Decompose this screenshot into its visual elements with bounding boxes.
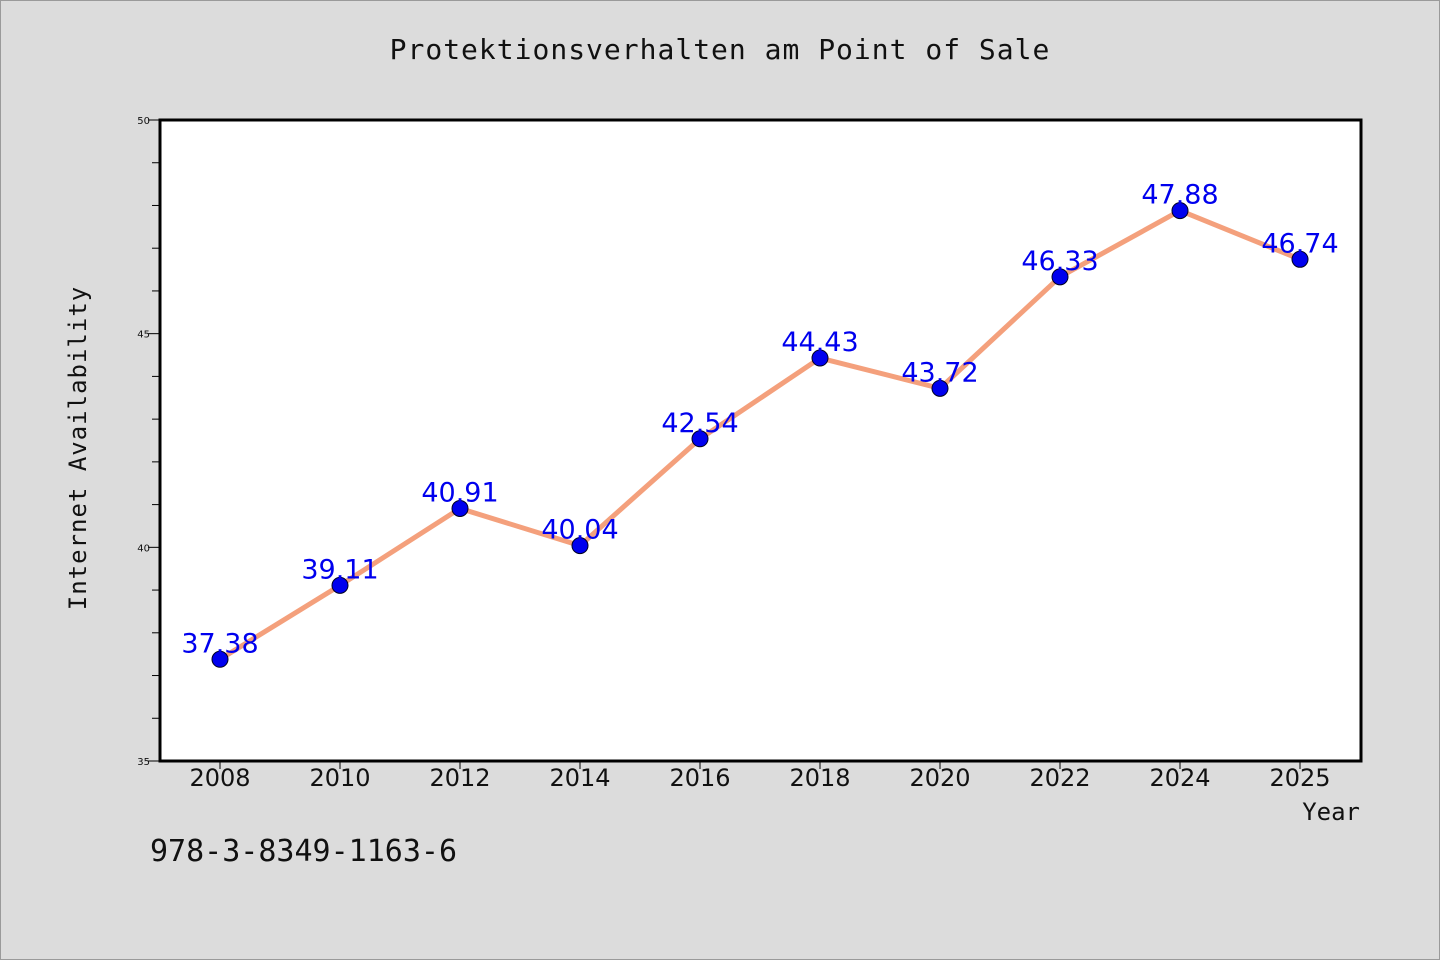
plot-area xyxy=(158,118,1363,763)
x-tick-label: 2018 xyxy=(789,764,850,792)
x-tick-label: 2020 xyxy=(909,764,970,792)
x-tick-label: 2010 xyxy=(309,764,370,792)
series-line xyxy=(217,208,1303,662)
data-point xyxy=(211,650,229,668)
series-markers xyxy=(211,202,1309,668)
y-axis-label: Internet Availability xyxy=(64,286,92,610)
data-point xyxy=(1171,202,1189,220)
data-point xyxy=(451,499,469,517)
y-tick-label: 40 xyxy=(137,543,150,554)
x-axis: 2008 2010 2012 2014 2016 2018 2020 2022 2024 2025 xyxy=(189,761,1331,792)
data-point xyxy=(691,430,709,448)
x-tick-label: 2012 xyxy=(429,764,490,792)
isbn-code: 978-3-8349-1163-6 xyxy=(150,834,458,869)
data-label: 46.74 xyxy=(1261,228,1338,259)
data-label: 46.33 xyxy=(1021,246,1098,277)
y-tick-label: 35 xyxy=(137,757,150,768)
data-point xyxy=(1291,250,1309,268)
data-point xyxy=(931,379,949,397)
data-label: 44.43 xyxy=(781,327,858,358)
data-label: 39.11 xyxy=(301,554,378,585)
data-label: 42.54 xyxy=(661,408,738,439)
data-label: 43.72 xyxy=(901,357,978,388)
x-tick-label: 2024 xyxy=(1149,764,1210,792)
x-axis-label: Year xyxy=(1302,798,1360,826)
x-tick-label: 2022 xyxy=(1029,764,1090,792)
data-label: 40.91 xyxy=(421,477,498,508)
x-tick-label: 2014 xyxy=(549,764,610,792)
y-tick-label: 45 xyxy=(137,330,150,341)
data-label: 40.04 xyxy=(541,515,618,546)
data-point xyxy=(331,576,349,594)
data-labels: 37.38 39.11 40.91 40.04 42.54 44.43 43.72 46.33… xyxy=(181,180,1338,660)
y-axis: 35 40 45 50 xyxy=(137,116,160,768)
x-tick-label: 2016 xyxy=(669,764,730,792)
data-label: 37.38 xyxy=(181,628,258,659)
y-tick-label: 50 xyxy=(137,116,150,127)
data-label: 47.88 xyxy=(1141,180,1218,211)
data-point xyxy=(571,537,589,555)
data-point xyxy=(1051,268,1069,286)
chart-title: Protektionsverhalten am Point of Sale xyxy=(389,33,1051,66)
data-point xyxy=(811,349,829,367)
x-tick-label: 2008 xyxy=(189,764,250,792)
x-tick-label: 2025 xyxy=(1269,764,1330,792)
